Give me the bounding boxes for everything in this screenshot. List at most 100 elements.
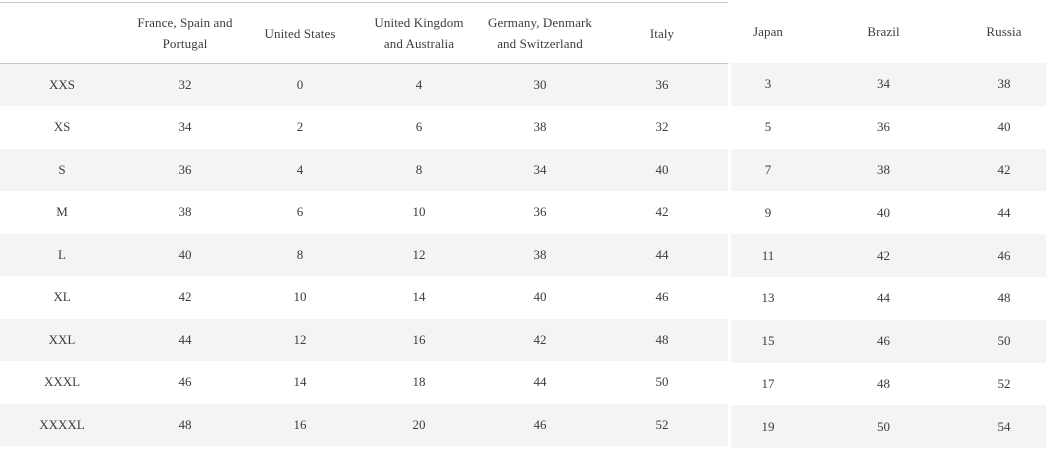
column-header-line: Russia xyxy=(986,24,1022,39)
table-cell: 6 xyxy=(415,119,423,135)
column-header-united-states: United States xyxy=(246,3,354,64)
table-row: L 40 8 12 38 44 xyxy=(0,233,728,276)
table-cell: 46 xyxy=(655,289,669,305)
column-header-line: and Australia xyxy=(383,36,455,51)
table-cell: 16 xyxy=(293,416,307,432)
table-cell: 36 xyxy=(178,161,192,177)
table-cell: 38 xyxy=(997,76,1011,92)
table-header: Japan Brazil Russia xyxy=(731,0,1046,63)
table-row: 3 34 38 xyxy=(731,63,1046,106)
table-cell: 18 xyxy=(412,374,426,390)
size-label-cell: L xyxy=(58,246,66,262)
size-label-cell: M xyxy=(56,204,68,220)
table-cell: 38 xyxy=(533,246,547,262)
header-row: France, Spain and Portugal United States… xyxy=(0,3,728,64)
table-cell: 2 xyxy=(296,119,304,135)
table-cell: 34 xyxy=(178,119,192,135)
table-row: 9 40 44 xyxy=(731,191,1046,235)
table-cell: 48 xyxy=(178,416,192,432)
column-header-line: Brazil xyxy=(867,24,900,39)
table-cell: 4 xyxy=(296,161,304,177)
table-cell: 10 xyxy=(412,204,426,220)
column-header-russia: Russia xyxy=(962,0,1046,63)
column-header-line: France, Spain and xyxy=(137,15,233,30)
table-cell: 46 xyxy=(533,416,547,432)
table-body: XXS 32 0 4 30 36 XS 34 2 6 38 32 S 36 4 8 34 40 M 38 6 10 36 42… xyxy=(0,63,728,446)
table-cell: 40 xyxy=(997,119,1011,135)
table-cell: 32 xyxy=(178,77,192,92)
size-table-japan-brazil-russia: Japan Brazil Russia 3 34 38 5 36 40 7 38 42 9 40 44… xyxy=(731,0,1046,449)
table-cell: 40 xyxy=(178,246,192,262)
table-cell: 0 xyxy=(296,77,304,92)
table-row: XXL 44 12 16 42 48 xyxy=(0,318,728,361)
table-cell: 48 xyxy=(655,331,669,347)
table-cell: 44 xyxy=(655,246,669,262)
size-table-international: France, Spain and Portugal United States… xyxy=(0,2,728,446)
table-cell: 16 xyxy=(412,331,426,347)
column-header-japan: Japan xyxy=(731,0,805,63)
table-cell: 8 xyxy=(296,246,304,262)
table-cell: 36 xyxy=(533,204,547,220)
column-header-line: United Kingdom xyxy=(374,15,464,30)
size-label-cell: XL xyxy=(53,289,71,305)
table-cell: 20 xyxy=(412,416,426,432)
column-header-line: Japan xyxy=(752,24,784,39)
table-cell: 50 xyxy=(655,374,669,390)
table-cell: 19 xyxy=(761,418,775,434)
corner-header-cell xyxy=(0,3,124,64)
size-label-cell: XXXXL xyxy=(39,416,85,432)
table-row: 5 36 40 xyxy=(731,105,1046,149)
table-cell: 44 xyxy=(533,374,547,390)
table-row: 19 50 54 xyxy=(731,405,1046,449)
table-cell: 34 xyxy=(533,161,547,177)
table-body: 3 34 38 5 36 40 7 38 42 9 40 44 11 42 46 13 44 48 15 46 50 17… xyxy=(731,63,1046,449)
table-cell: 15 xyxy=(761,333,775,349)
table-cell: 36 xyxy=(877,119,890,135)
table-cell: 14 xyxy=(412,289,426,305)
table-cell: 42 xyxy=(655,204,669,220)
table-cell: 38 xyxy=(178,204,192,220)
column-header-line: United States xyxy=(264,25,336,41)
table-row: 7 38 42 xyxy=(731,148,1046,192)
table-row: S 36 4 8 34 40 xyxy=(0,148,728,191)
table-row: M 38 6 10 36 42 xyxy=(0,191,728,234)
table-cell: 8 xyxy=(415,161,423,177)
table-cell: 7 xyxy=(764,161,772,177)
table-cell: 44 xyxy=(997,204,1011,220)
size-label-cell: XXS xyxy=(48,77,75,92)
column-header-italy: Italy xyxy=(596,3,728,64)
table-cell: 42 xyxy=(877,247,890,263)
table-cell: 46 xyxy=(997,247,1011,263)
table-cell: 50 xyxy=(997,333,1011,349)
table-cell: 44 xyxy=(877,290,890,306)
table-cell: 12 xyxy=(293,331,307,347)
table-cell: 4 xyxy=(415,77,423,92)
table-cell: 46 xyxy=(178,374,192,390)
table-cell: 3 xyxy=(764,76,772,92)
column-header-line: Italy xyxy=(649,25,675,41)
table-row: XXS 32 0 4 30 36 xyxy=(0,63,728,106)
table-cell: 38 xyxy=(533,119,547,135)
table-cell: 11 xyxy=(761,247,775,263)
size-label-cell: S xyxy=(58,161,66,177)
table-cell: 46 xyxy=(877,333,890,349)
column-header-line: Germany, Denmark xyxy=(488,15,592,30)
table-row: 17 48 52 xyxy=(731,362,1046,406)
table-cell: 38 xyxy=(877,161,890,177)
column-header-line: Portugal xyxy=(162,36,208,51)
table-row: XL 42 10 14 40 46 xyxy=(0,276,728,319)
table-cell: 40 xyxy=(533,289,547,305)
table-row: 13 44 48 xyxy=(731,276,1046,320)
table-cell: 54 xyxy=(997,418,1011,434)
table-cell: 9 xyxy=(764,204,772,220)
column-header-germany-denmark-switzerland: Germany, Denmark and Switzerland xyxy=(484,3,596,64)
table-cell: 5 xyxy=(764,119,772,135)
table-cell: 36 xyxy=(655,77,669,92)
table-row: 15 46 50 xyxy=(731,319,1046,363)
table-cell: 10 xyxy=(293,289,307,305)
table-cell: 34 xyxy=(877,76,890,92)
column-header-line: and Switzerland xyxy=(497,36,583,51)
table-cell: 13 xyxy=(761,290,775,306)
table-row: XS 34 2 6 38 32 xyxy=(0,106,728,149)
table-cell: 42 xyxy=(178,289,192,305)
